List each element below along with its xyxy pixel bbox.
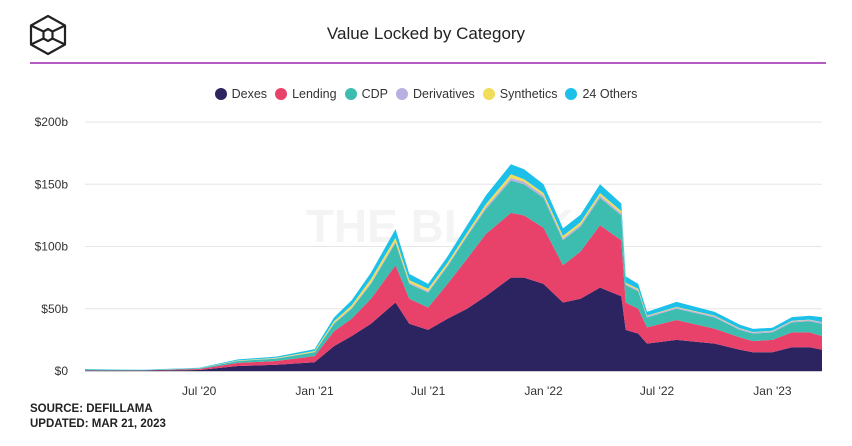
legend-swatch xyxy=(395,88,408,100)
x-tick-label: Jan '23 xyxy=(753,384,792,398)
legend-item[interactable]: Synthetics xyxy=(482,87,558,101)
legend-swatch xyxy=(275,88,288,100)
y-tick-label: $50b xyxy=(41,302,68,316)
legend-item[interactable]: Derivatives xyxy=(395,87,475,101)
the-block-logo xyxy=(28,14,68,61)
y-tick-label: $200b xyxy=(35,115,69,129)
source-label: SOURCE: DEFILLAMA xyxy=(30,403,153,415)
legend-swatch xyxy=(344,88,357,100)
area-lending xyxy=(85,212,822,371)
updated-label: UPDATED: MAR 21, 2023 xyxy=(30,418,166,430)
legend-label: Synthetics xyxy=(499,87,558,101)
legend-label: CDP xyxy=(361,87,388,101)
y-tick-label: $100b xyxy=(35,240,69,254)
area-cdp xyxy=(85,180,822,371)
legend: Dexes Lending CDP Derivatives Synthetics 24 O… xyxy=(0,87,852,101)
y-tick-label: $150b xyxy=(35,177,69,191)
x-tick-label: Jul '20 xyxy=(182,384,217,398)
chart-title: Value Locked by Category xyxy=(326,24,526,43)
legend-label: Lending xyxy=(292,87,337,101)
legend-swatch xyxy=(214,88,227,100)
x-tick-label: Jan '21 xyxy=(295,384,334,398)
legend-swatch xyxy=(482,88,495,100)
legend-label: Derivatives xyxy=(412,87,475,101)
legend-swatch xyxy=(565,88,578,100)
x-tick-label: Jul '22 xyxy=(640,384,675,398)
x-tick-label: Jul '21 xyxy=(411,384,446,398)
legend-label: Dexes xyxy=(231,87,268,101)
legend-item[interactable]: 24 Others xyxy=(565,87,637,101)
legend-label: 24 Others xyxy=(582,87,638,101)
x-tick-label: Jan '22 xyxy=(524,384,563,398)
legend-item[interactable]: Dexes xyxy=(214,87,268,101)
legend-item[interactable]: CDP xyxy=(344,87,388,101)
y-tick-label: $0 xyxy=(55,364,69,378)
title-divider xyxy=(30,62,826,64)
legend-item[interactable]: Lending xyxy=(275,87,337,101)
area-dexes xyxy=(85,277,822,371)
